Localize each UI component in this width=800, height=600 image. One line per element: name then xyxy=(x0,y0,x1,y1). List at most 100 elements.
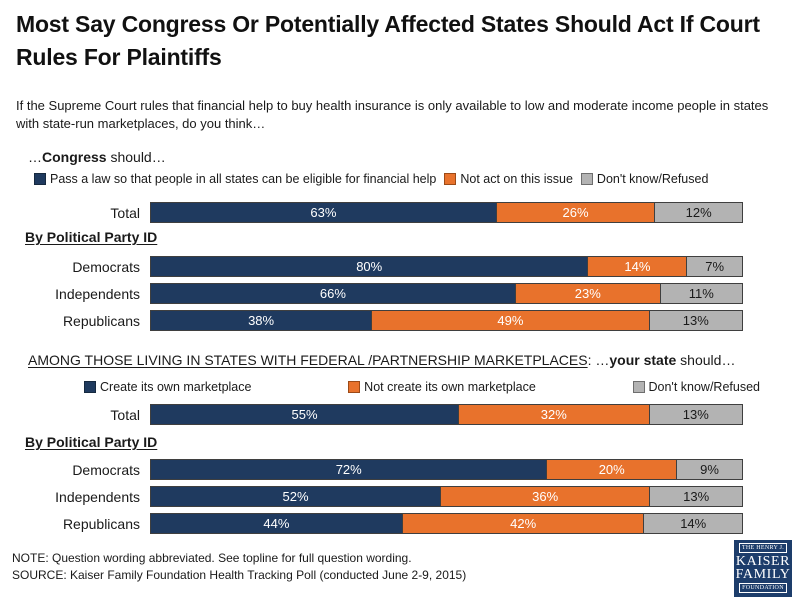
question-subtitle: If the Supreme Court rules that financia… xyxy=(16,98,769,131)
bar-value-label: 14 xyxy=(680,516,706,531)
bar-value-label: 26 xyxy=(562,205,588,220)
chart1-question-suffix: should… xyxy=(106,149,166,165)
legend-label: Pass a law so that people in all states … xyxy=(50,172,437,186)
chart2-heading: AMONG THOSE LIVING IN STATES WITH FEDERA… xyxy=(28,352,588,368)
bar-track: 55 32 13 xyxy=(150,404,743,425)
bar-track: 66 23 11 xyxy=(150,283,743,304)
bar-segment: 38 xyxy=(151,311,372,330)
legend-item-dont-know: Don't know/Refused xyxy=(580,172,709,186)
gray-swatch-icon xyxy=(580,173,593,185)
bar-track: 44 42 14 xyxy=(150,513,743,534)
logo-line-foundation: FOUNDATION xyxy=(739,583,787,593)
bar-segment: 42 xyxy=(401,514,644,533)
kff-logo: THE HENRY J. KAISER FAMILY FOUNDATION xyxy=(734,540,792,597)
bar-value-label: 11 xyxy=(689,286,714,301)
bar-segment: 32 xyxy=(458,405,649,424)
bar-value-label: 80 xyxy=(356,259,382,274)
logo-line-kaiser: KAISER xyxy=(735,554,791,569)
page-title: Most Say Congress Or Potentially Affecte… xyxy=(16,11,760,70)
legend-label: Don't know/Refused xyxy=(596,172,709,186)
bar-value-label: 72 xyxy=(336,462,362,477)
bar-row-independents: Independents 52 36 13 xyxy=(0,486,743,507)
bar-track: 80 14 7 xyxy=(150,256,743,277)
bar-row-republicans: Republicans 38 49 13 xyxy=(0,310,743,331)
bar-value-label: 12 xyxy=(686,205,712,220)
chart1-question-bold: Congress xyxy=(42,149,107,165)
legend-item-create: Create its own marketplace xyxy=(84,380,251,394)
bar-value-label: 20 xyxy=(599,462,625,477)
legend-item-dont-know: Don't know/Refused xyxy=(632,380,760,394)
bar-segment: 66 xyxy=(151,284,515,303)
bar-segment: 13 xyxy=(648,405,742,424)
bar-segment: 13 xyxy=(649,487,743,506)
bar-row-democrats: Democrats 72 20 9 xyxy=(0,459,743,480)
source-text: SOURCE: Kaiser Family Foundation Health … xyxy=(12,568,467,582)
bar-segment: 9 xyxy=(676,460,743,479)
bar-value-label: 36 xyxy=(532,489,558,504)
chart1-group-label: By Political Party ID xyxy=(25,229,158,245)
orange-swatch-icon xyxy=(444,173,457,185)
legend-item-pass-law: Pass a law so that people in all states … xyxy=(34,172,436,186)
bar-value-label: 7 xyxy=(705,259,724,274)
bar-segment: 20 xyxy=(546,460,677,479)
chart2-legend: Create its own marketplace Not create it… xyxy=(84,380,760,394)
orange-swatch-icon xyxy=(348,381,361,393)
bar-value-label: 55 xyxy=(292,407,318,422)
bar-row-republicans: Republicans 44 42 14 xyxy=(0,513,743,534)
bar-segment: 11 xyxy=(659,284,743,303)
bar-value-label: 9 xyxy=(700,462,719,477)
bar-row-total: Total 55 32 13 xyxy=(0,404,743,425)
legend-label: Not create its own marketplace xyxy=(364,380,536,394)
bar-track: 52 36 13 xyxy=(150,486,743,507)
bar-row-independents: Independents 66 23 11 xyxy=(0,283,743,304)
bar-segment: 44 xyxy=(151,514,402,533)
bar-segment: 13 xyxy=(648,311,742,330)
bar-value-label: 52 xyxy=(283,489,309,504)
navy-swatch-icon xyxy=(34,173,46,185)
bar-segment: 52 xyxy=(151,487,441,506)
bar-row-democrats: Democrats 80 14 7 xyxy=(0,256,743,277)
bar-value-label: 42 xyxy=(510,516,536,531)
row-label: Republicans xyxy=(62,312,140,329)
gray-swatch-icon xyxy=(632,381,645,393)
bar-track: 63 26 12 xyxy=(150,202,743,223)
bar-value-label: 23 xyxy=(575,286,601,301)
note-text: NOTE: Question wording abbreviated. See … xyxy=(12,551,412,565)
bar-segment: 80 xyxy=(151,257,588,276)
bar-row-total: Total 63 26 12 xyxy=(0,202,743,223)
logo-line-henry: THE HENRY J. xyxy=(738,543,788,553)
legend-item-not-act: Not act on this issue xyxy=(444,172,573,186)
chart1-question: …Congress should… xyxy=(28,149,166,165)
bar-value-label: 13 xyxy=(683,313,709,328)
legend-label: Don't know/Refused xyxy=(648,380,760,394)
legend-label: Create its own marketplace xyxy=(100,380,252,394)
chart1-question-prefix: … xyxy=(28,149,42,165)
bar-segment: 36 xyxy=(440,487,650,506)
row-label: Democrats xyxy=(72,258,140,275)
legend-label: Not act on this issue xyxy=(460,172,573,186)
bar-value-label: 32 xyxy=(541,407,567,422)
row-label: Total xyxy=(110,204,140,221)
bar-segment: 14 xyxy=(643,514,742,533)
row-label: Democrats xyxy=(72,461,140,478)
chart2-group-label: By Political Party ID xyxy=(25,434,158,450)
bar-segment: 14 xyxy=(587,257,687,276)
navy-swatch-icon xyxy=(84,381,96,393)
chart2-question-prefix: … xyxy=(595,352,610,368)
bar-segment: 26 xyxy=(495,203,655,222)
bar-segment: 23 xyxy=(514,284,660,303)
bar-value-label: 13 xyxy=(683,407,709,422)
bar-value-label: 14 xyxy=(624,259,650,274)
bar-value-label: 63 xyxy=(310,205,336,220)
bar-value-label: 44 xyxy=(263,516,289,531)
bar-segment: 72 xyxy=(151,460,547,479)
logo-line-family: FAMILY xyxy=(735,567,791,582)
chart2-separator: : xyxy=(587,352,596,368)
bar-value-label: 13 xyxy=(683,489,709,504)
row-label: Total xyxy=(110,406,140,423)
bar-value-label: 66 xyxy=(320,286,346,301)
bar-segment: 12 xyxy=(654,203,742,222)
chart2-question: AMONG THOSE LIVING IN STATES WITH FEDERA… xyxy=(28,352,735,368)
bar-segment: 63 xyxy=(151,203,496,222)
